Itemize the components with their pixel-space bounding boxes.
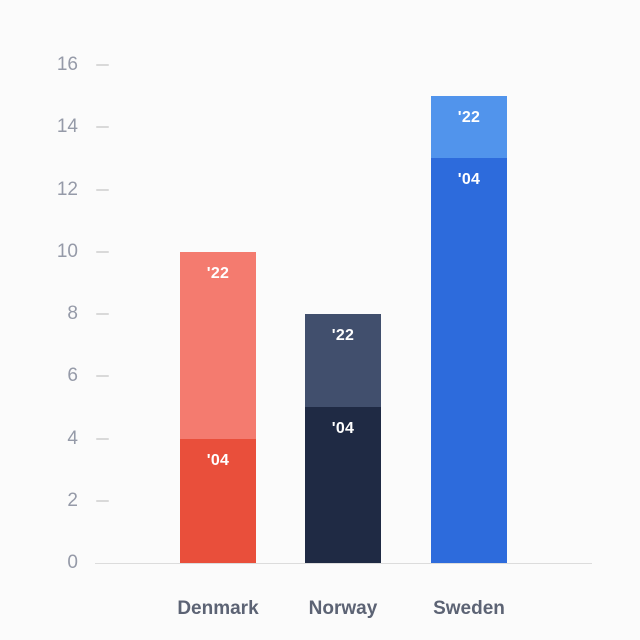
y-tick-label: 10 <box>56 240 78 262</box>
x-axis-label-denmark: Denmark <box>177 598 259 619</box>
bar-sweden: '22 '04 <box>431 96 507 563</box>
segment-04-norway: '04 <box>305 407 381 563</box>
segment-label-22: '22 <box>206 264 230 282</box>
bar-denmark: '22 '04 <box>180 251 256 563</box>
y-tick-label: 16 <box>56 54 78 75</box>
segment-label-04: '04 <box>457 171 481 189</box>
y-tick-mark <box>96 499 109 502</box>
y-tick-mark <box>96 250 109 253</box>
y-tick-label: 2 <box>67 489 78 511</box>
y-tick-label: 0 <box>67 552 78 573</box>
segment-04-denmark: '04 <box>180 438 256 563</box>
y-tick-mark <box>96 188 109 191</box>
segment-22-denmark: '22 <box>180 251 256 439</box>
y-tick-mark <box>96 64 109 66</box>
segment-04-sweden: '04 <box>431 158 507 563</box>
y-tick-label: 6 <box>67 365 78 387</box>
bar-norway: '22 '04 <box>305 314 381 563</box>
segment-label-22: '22 <box>457 109 481 127</box>
y-tick-label: 4 <box>67 427 78 449</box>
segment-label-04: '04 <box>206 451 230 469</box>
x-axis-baseline <box>95 563 592 564</box>
y-tick-label: 8 <box>67 303 78 324</box>
y-tick-label: 12 <box>56 178 78 200</box>
segment-label-22: '22 <box>331 327 355 344</box>
segment-22-sweden: '22 <box>431 96 507 159</box>
x-axis-label-norway: Norway <box>308 598 378 619</box>
segment-label-04: '04 <box>331 420 355 438</box>
x-axis-label-sweden: Sweden <box>433 598 505 619</box>
y-tick-label: 14 <box>56 116 78 138</box>
segment-22-norway: '22 <box>305 314 381 408</box>
y-tick-mark <box>96 375 109 378</box>
y-tick-mark <box>96 126 109 129</box>
y-tick-mark <box>96 437 109 440</box>
y-tick-mark <box>96 313 109 315</box>
